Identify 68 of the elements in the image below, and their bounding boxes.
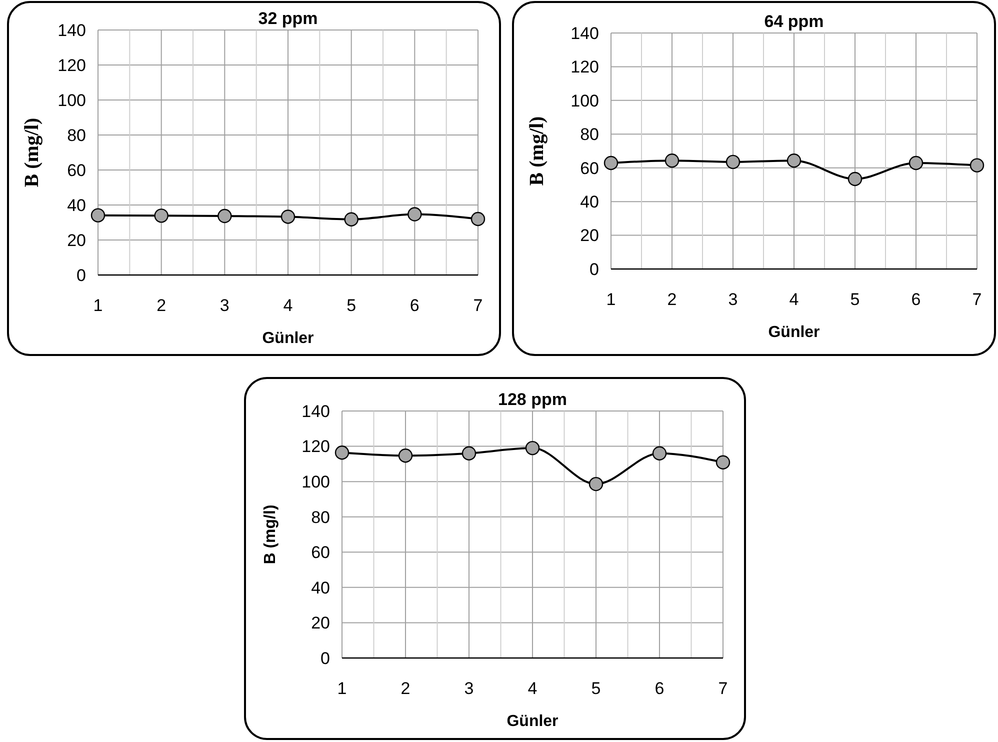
x-tick-label: 4	[283, 296, 293, 315]
y-tick-label: 80	[67, 126, 86, 145]
x-tick-label: 3	[220, 296, 230, 315]
x-tick-label: 7	[473, 296, 483, 315]
x-axis-title: Günler	[768, 324, 820, 341]
y-tick-label: 20	[311, 614, 330, 633]
x-tick-label: 2	[156, 296, 166, 315]
x-tick-label: 5	[591, 679, 601, 698]
x-tick-label: 3	[728, 290, 738, 309]
point	[652, 446, 667, 460]
point	[604, 156, 618, 170]
point	[970, 158, 984, 172]
point	[908, 156, 924, 170]
y-tick-label: 20	[580, 226, 599, 246]
x-tick-label: 2	[400, 679, 410, 698]
y-axis-title: B (mg/l)	[526, 116, 548, 186]
chart-title: 64 ppm	[764, 12, 824, 31]
y-tick-label: 100	[58, 90, 86, 110]
x-tick-label: 1	[337, 679, 347, 698]
y-tick-label: 60	[580, 158, 599, 178]
point	[848, 172, 862, 186]
x-tick-label: 5	[850, 290, 860, 309]
x-tick-label: 6	[911, 290, 921, 309]
point	[588, 476, 604, 492]
x-tick-label: 4	[528, 679, 538, 698]
x-tick-label: 2	[667, 290, 677, 309]
y-tick-label: 0	[590, 260, 599, 279]
point	[664, 154, 680, 168]
point	[726, 154, 740, 170]
x-tick-label: 5	[346, 296, 356, 315]
y-tick-label: 140	[58, 20, 86, 40]
y-tick-label: 80	[580, 125, 599, 144]
y-tick-label: 0	[76, 266, 86, 285]
point	[334, 446, 350, 460]
y-tick-label: 40	[580, 192, 599, 212]
y-axis-title: B (mg/l)	[262, 504, 279, 564]
y-tick-label: 140	[570, 24, 599, 43]
point	[786, 154, 802, 168]
chart-title: 32 ppm	[258, 9, 318, 28]
x-tick-label: 7	[972, 290, 982, 309]
chart-title: 128 ppm	[498, 390, 567, 409]
point	[716, 455, 730, 470]
y-tick-label: 40	[67, 196, 86, 215]
y-tick-label: 120	[570, 58, 599, 77]
y-tick-label: 60	[67, 160, 86, 180]
x-tick-label: 6	[654, 679, 664, 698]
x-tick-label: 7	[718, 679, 728, 698]
y-tick-label: 100	[302, 472, 330, 492]
y-tick-label: 0	[320, 648, 330, 668]
x-tick-label: 1	[606, 290, 616, 309]
x-tick-label: 1	[93, 296, 103, 315]
y-tick-label: 120	[58, 56, 86, 75]
point	[525, 440, 540, 456]
y-tick-label: 120	[302, 437, 330, 456]
y-tick-label: 100	[570, 91, 599, 110]
point	[398, 448, 413, 463]
x-axis-title: Günler	[262, 330, 314, 347]
x-axis-title: Günler	[506, 713, 558, 730]
y-tick-label: 80	[311, 508, 330, 527]
y-tick-label: 140	[302, 402, 330, 421]
point	[462, 446, 476, 460]
y-tick-label: 60	[311, 543, 330, 562]
x-tick-label: 6	[410, 296, 420, 315]
y-tick-label: 20	[67, 230, 86, 250]
y-axis-title: B (mg/l)	[21, 118, 43, 188]
y-tick-label: 40	[311, 578, 330, 598]
x-tick-label: 4	[789, 290, 799, 309]
x-tick-label: 3	[464, 679, 474, 698]
